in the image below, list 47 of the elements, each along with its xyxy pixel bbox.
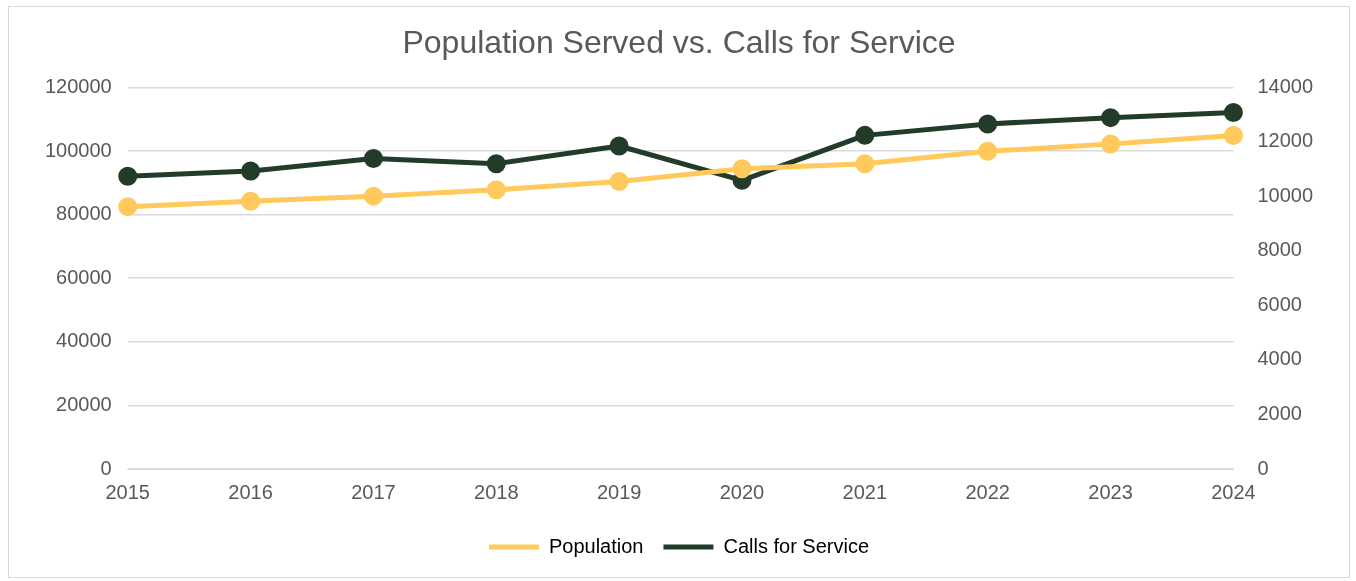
point bbox=[609, 136, 629, 156]
x-tick-label: 2018 bbox=[474, 480, 519, 503]
point bbox=[609, 172, 629, 192]
y-tick-label: 20000 bbox=[56, 392, 112, 415]
y-tick-label: 40000 bbox=[56, 329, 112, 352]
point bbox=[978, 141, 998, 161]
point bbox=[1101, 134, 1121, 154]
y2-tick-label: 8000 bbox=[1257, 238, 1302, 261]
point bbox=[855, 125, 875, 145]
x-tick-label: 2021 bbox=[842, 480, 888, 503]
x-tick-label: 2017 bbox=[351, 480, 396, 503]
y-tick-label: 100000 bbox=[44, 138, 112, 161]
y2-tick-label: 10000 bbox=[1257, 183, 1314, 206]
point bbox=[363, 149, 383, 169]
y2-tick-label: 2000 bbox=[1257, 402, 1302, 424]
point bbox=[486, 180, 506, 200]
y2-tick-label: 0 bbox=[1257, 456, 1269, 479]
point bbox=[855, 154, 875, 174]
x-tick-label: 2015 bbox=[105, 480, 150, 503]
point bbox=[978, 114, 998, 134]
y-tick-label: 120000 bbox=[44, 74, 112, 97]
point bbox=[241, 161, 261, 181]
point bbox=[486, 154, 506, 174]
point bbox=[1223, 125, 1243, 145]
point bbox=[732, 159, 752, 179]
point bbox=[1101, 108, 1121, 128]
y2-tick-label: 6000 bbox=[1257, 292, 1302, 315]
legend-label: Population bbox=[548, 534, 644, 557]
y-tick-label: 80000 bbox=[56, 202, 112, 225]
x-tick-label: 2023 bbox=[1088, 480, 1133, 503]
point bbox=[363, 186, 383, 206]
y-tick-label: 60000 bbox=[56, 265, 112, 288]
x-tick-label: 2022 bbox=[965, 480, 1010, 503]
x-tick-label: 2024 bbox=[1211, 480, 1256, 503]
x-tick-label: 2019 bbox=[596, 480, 642, 503]
x-tick-label: 2016 bbox=[228, 480, 273, 503]
y2-tick-label: 12000 bbox=[1257, 129, 1314, 152]
y2-tick-label: 14000 bbox=[1257, 74, 1314, 97]
point bbox=[241, 191, 261, 211]
legend-label: Calls for Service bbox=[723, 534, 870, 557]
point bbox=[118, 197, 138, 217]
chart-title: Population Served vs. Calls for Service bbox=[402, 24, 956, 61]
y-tick-label: 0 bbox=[100, 456, 112, 479]
x-tick-label: 2020 bbox=[719, 480, 765, 503]
y2-tick-label: 4000 bbox=[1257, 347, 1302, 370]
point bbox=[1223, 102, 1243, 122]
point bbox=[118, 166, 138, 186]
